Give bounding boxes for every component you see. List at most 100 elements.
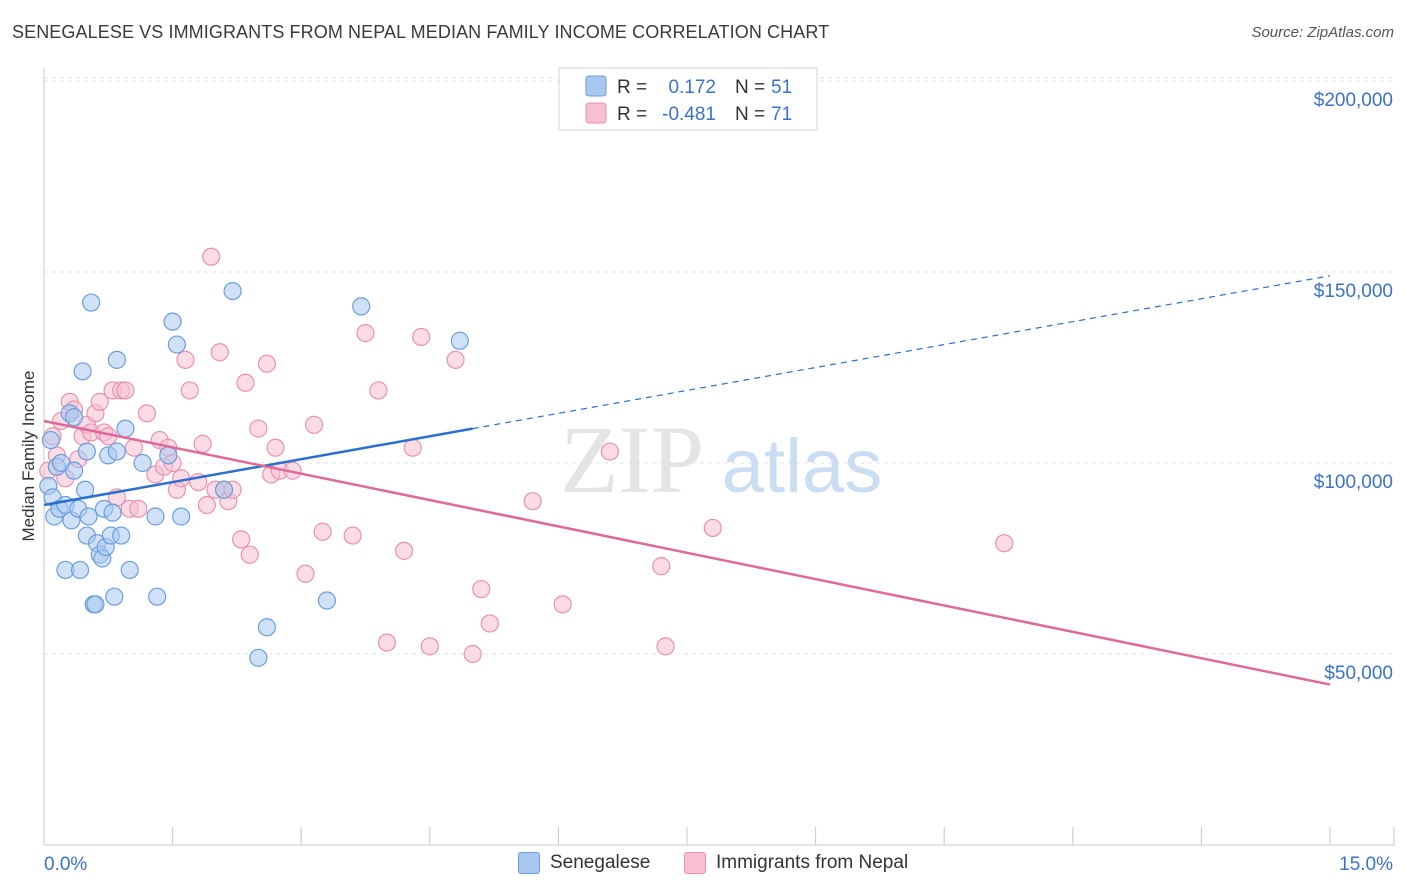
data-point-nepal <box>197 495 216 515</box>
x-tick-labels: 0.0% 15.0% <box>44 854 1393 875</box>
legend-label-senegalese: Senegalese <box>550 852 651 873</box>
stats-r-value-nepal: -0.481 <box>662 104 716 125</box>
data-point-senegalese <box>120 560 139 580</box>
data-point-nepal <box>304 415 324 434</box>
y-tick-label: $50,000 <box>1324 663 1393 684</box>
legend-swatch-senegalese <box>518 852 540 874</box>
x-tick-label-max: 15.0% <box>1339 854 1393 875</box>
trend-line-nepal <box>43 419 1331 686</box>
data-point-senegalese <box>159 446 178 465</box>
data-point-senegalese <box>450 331 469 350</box>
data-point-senegalese <box>107 442 126 461</box>
data-point-senegalese <box>249 648 268 667</box>
data-point-nepal <box>553 595 572 614</box>
trend-line-senegalese <box>43 427 473 507</box>
watermark: ZIP atlas <box>560 406 882 513</box>
data-point-nepal <box>313 522 332 541</box>
data-point-nepal <box>656 637 675 656</box>
data-point-nepal <box>377 633 397 652</box>
trend-lines <box>43 275 1331 686</box>
chart-source: Source: ZipAtlas.com <box>1251 24 1394 41</box>
data-point-senegalese <box>148 587 167 606</box>
y-tick-label: $100,000 <box>1314 472 1393 493</box>
trend-line-senegalese-extension <box>472 275 1331 430</box>
data-point-senegalese <box>64 461 84 480</box>
data-point-nepal <box>369 381 388 400</box>
data-point-nepal <box>202 247 221 266</box>
data-point-senegalese <box>86 595 105 614</box>
y-tick-label: $150,000 <box>1314 281 1393 302</box>
data-point-senegalese <box>163 312 182 331</box>
data-point-senegalese <box>172 507 191 526</box>
data-point-nepal <box>232 530 251 549</box>
legend-label-nepal: Immigrants from Nepal <box>716 852 909 873</box>
stats-n-label-nepal: N = <box>735 104 765 125</box>
legend-swatch-nepal <box>684 852 706 874</box>
data-point-nepal <box>995 534 1014 553</box>
data-point-senegalese <box>257 618 277 637</box>
data-point-nepal <box>296 564 315 583</box>
data-point-senegalese <box>103 503 122 522</box>
data-point-nepal <box>600 442 619 461</box>
data-point-senegalese <box>70 560 90 580</box>
legend-item-nepal: Immigrants from Nepal <box>684 852 908 874</box>
data-point-nepal <box>176 350 195 369</box>
data-point-nepal <box>236 373 255 392</box>
series-senegalese-points <box>39 282 469 667</box>
data-point-nepal <box>137 404 156 423</box>
data-point-nepal <box>90 392 109 411</box>
data-point-nepal <box>412 327 431 347</box>
data-point-senegalese <box>105 587 124 606</box>
data-point-nepal <box>193 434 212 453</box>
data-point-nepal <box>472 579 491 599</box>
data-point-senegalese <box>107 350 126 369</box>
data-point-nepal <box>257 354 277 373</box>
data-point-senegalese <box>146 507 165 526</box>
y-tick-labels: $50,000 $100,000 $150,000 $200,000 <box>1314 90 1393 684</box>
data-point-nepal <box>356 324 375 343</box>
data-point-senegalese <box>79 507 98 526</box>
legend-item-senegalese: Senegalese <box>518 852 650 874</box>
data-point-nepal <box>446 350 465 369</box>
stats-r-label-nepal: R = <box>617 104 647 125</box>
stats-r-value-senegalese: 0.172 <box>668 77 716 98</box>
data-point-nepal <box>394 541 414 560</box>
data-point-senegalese <box>41 430 60 450</box>
data-point-senegalese <box>116 419 135 438</box>
data-point-nepal <box>210 343 229 362</box>
x-tick-label-min: 0.0% <box>44 854 87 875</box>
data-point-nepal <box>403 438 422 457</box>
stats-legend: R = 0.172 N = 51 R = -0.481 N = 71 <box>558 67 818 131</box>
data-point-senegalese <box>214 480 234 499</box>
data-point-senegalese <box>317 591 337 610</box>
data-point-nepal <box>463 644 482 664</box>
data-point-senegalese <box>82 293 101 312</box>
data-point-nepal <box>266 438 285 457</box>
data-point-senegalese <box>77 442 96 461</box>
grid-lines <box>44 77 1395 655</box>
data-point-nepal <box>703 518 722 538</box>
chart-title: SENEGALESE VS IMMIGRANTS FROM NEPAL MEDI… <box>12 22 830 42</box>
watermark-zip: ZIP <box>560 406 704 513</box>
data-point-nepal <box>480 614 499 633</box>
data-point-senegalese <box>112 526 131 545</box>
data-point-senegalese <box>167 335 186 354</box>
watermark-atlas: atlas <box>722 424 883 509</box>
y-axis-label: Median Family Income <box>19 370 38 541</box>
data-point-nepal <box>420 637 439 656</box>
data-point-senegalese <box>133 453 152 473</box>
data-point-senegalese <box>352 297 371 316</box>
y-tick-label: $200,000 <box>1314 90 1393 111</box>
data-point-nepal <box>180 381 199 400</box>
stats-r-label-senegalese: R = <box>617 77 647 98</box>
stats-n-value-senegalese: 51 <box>771 77 792 98</box>
stats-swatch-senegalese <box>585 75 607 97</box>
data-point-nepal <box>129 499 148 518</box>
data-point-senegalese <box>223 282 242 301</box>
stats-n-label-senegalese: N = <box>735 77 765 98</box>
stats-n-value-nepal: 71 <box>771 104 792 125</box>
data-point-nepal <box>249 419 268 438</box>
data-point-nepal <box>652 557 671 576</box>
stats-swatch-nepal <box>585 102 607 124</box>
